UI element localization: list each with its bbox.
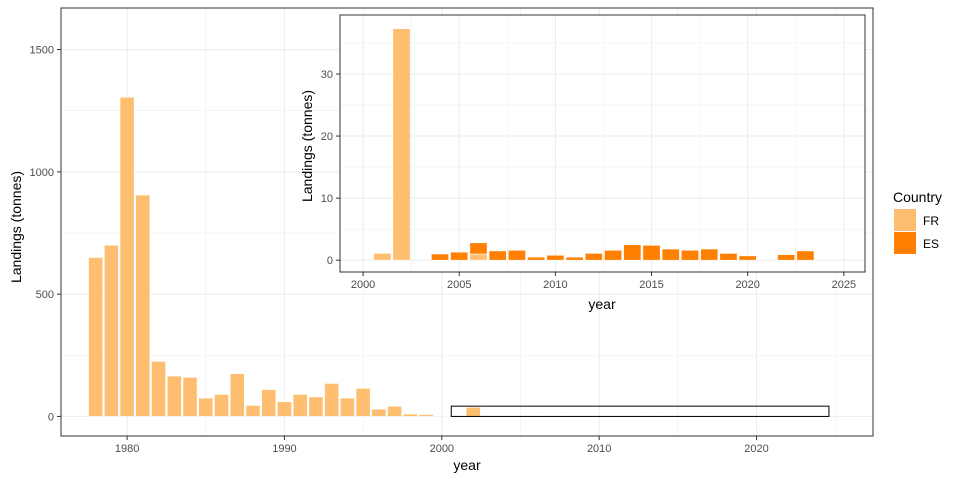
- main-x-tick-label: 2010: [587, 443, 611, 455]
- inset-bar-es-2016: [662, 249, 679, 260]
- inset-bar-es-2008: [508, 250, 525, 260]
- main-bar-fr-1984: [183, 377, 197, 416]
- main-bar-fr-1992: [309, 397, 323, 417]
- inset-bar-es-2013: [604, 250, 621, 260]
- main-bar-fr-1983: [167, 376, 181, 416]
- inset-background: [340, 15, 865, 272]
- inset-y-tick-label: 30: [321, 69, 333, 81]
- legend-key-fr: [894, 209, 916, 231]
- legend-label-es: ES: [923, 237, 939, 251]
- main-bar-fr-1993: [325, 383, 339, 416]
- inset-bar-es-2015: [643, 245, 660, 260]
- main-bar-fr-1991: [293, 394, 307, 416]
- main-bar-fr-1999: [419, 414, 433, 416]
- inset-bar-es-2006: [470, 243, 487, 254]
- main-y-tick-label: 500: [36, 289, 54, 301]
- main-bar-fr-1987: [230, 374, 244, 417]
- inset-x-tick-label: 2000: [351, 279, 375, 291]
- inset-bar-es-2004: [431, 254, 448, 260]
- inset-y-tick-label: 10: [321, 193, 333, 205]
- inset-y-tick-label: 20: [321, 131, 333, 143]
- inset-bar-es-2011: [566, 257, 583, 260]
- main-bar-fr-1981: [136, 195, 150, 416]
- inset-bar-es-2010: [547, 255, 564, 260]
- inset-x-axis-label: year: [588, 296, 616, 312]
- legend-key-es: [894, 232, 916, 254]
- inset-bar-es-2007: [489, 251, 506, 260]
- main-bar-fr-1982: [151, 361, 165, 416]
- main-bar-fr-1986: [214, 394, 228, 416]
- inset-bar-es-2014: [624, 245, 641, 261]
- inset-bar-es-2019: [720, 253, 737, 260]
- inset-bar-fr-2006: [470, 254, 487, 260]
- main-bar-fr-1989: [262, 390, 276, 417]
- main-bar-fr-2000: [435, 416, 449, 417]
- main-bar-fr-1990: [277, 402, 291, 417]
- inset-y-tick-label: 0: [327, 255, 333, 267]
- main-bar-fr-1985: [199, 398, 213, 416]
- main-y-tick-label: 1000: [30, 167, 54, 179]
- legend-label-fr: FR: [923, 214, 939, 228]
- legend-title: Country: [893, 189, 942, 205]
- inset-y-axis-label: Landings (tonnes): [299, 90, 315, 202]
- main-bar-fr-2002: [466, 407, 480, 416]
- inset-panel: 2000 2005 2010 2015 2020 2025 0 10 20 30: [321, 15, 865, 291]
- inset-bar-es-2022: [778, 255, 795, 261]
- main-bar-fr-1980: [120, 97, 134, 416]
- main-bar-fr-1979: [104, 245, 118, 416]
- main-x-axis-label: year: [453, 457, 481, 473]
- main-bar-fr-1995: [356, 388, 370, 416]
- inset-bar-es-2017: [681, 250, 698, 260]
- inset-x-tick-label: 2015: [639, 279, 663, 291]
- main-y-tick-label: 0: [48, 411, 54, 423]
- main-bar-fr-1998: [403, 414, 417, 416]
- main-bar-fr-1997: [388, 406, 402, 416]
- main-x-tick-label: 2020: [744, 443, 768, 455]
- main-bar-fr-1994: [340, 398, 354, 416]
- main-bar-fr-1988: [246, 405, 260, 416]
- main-x-tick-label: 1980: [115, 443, 139, 455]
- main-y-tick-label: 1500: [30, 45, 54, 57]
- inset-x-tick-label: 2020: [735, 279, 759, 291]
- inset-bar-es-2023: [797, 251, 814, 260]
- inset-bar-es-2009: [528, 257, 545, 260]
- inset-x-tick-label: 2025: [832, 279, 856, 291]
- inset-bar-es-2018: [701, 249, 718, 260]
- inset-x-tick-label: 2010: [543, 279, 567, 291]
- main-x-tick-label: 1990: [272, 443, 296, 455]
- inset-bar-es-2005: [451, 252, 468, 260]
- inset-bar-es-2020: [739, 256, 756, 260]
- main-y-axis-label: Landings (tonnes): [8, 171, 24, 283]
- inset-bar-fr-2001: [374, 253, 391, 260]
- legend: Country FR ES: [893, 189, 942, 254]
- inset-bar-es-2012: [585, 253, 602, 260]
- main-x-tick-label: 2000: [430, 443, 454, 455]
- main-bar-fr-1978: [89, 257, 103, 416]
- main-bar-fr-1996: [372, 409, 386, 416]
- inset-x-tick-label: 2005: [447, 279, 471, 291]
- inset-bar-fr-2002: [393, 29, 410, 261]
